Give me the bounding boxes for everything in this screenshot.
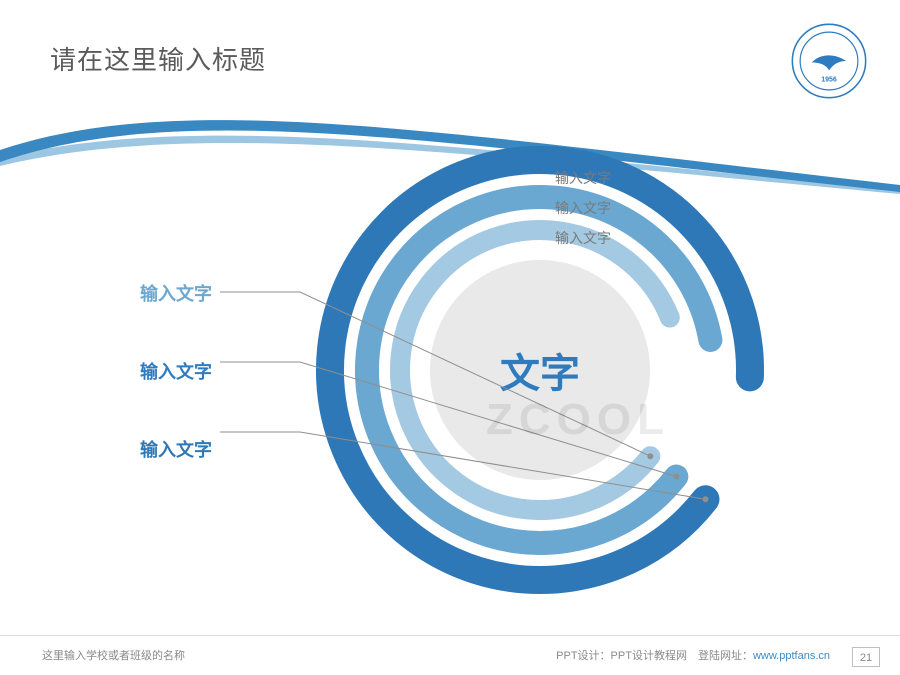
top-label-3: 输入文字 — [555, 228, 611, 248]
page-title: 请在这里输入标题 — [50, 40, 266, 77]
footer-credit: PPT设计：PPT设计教程网 登陆网址： — [556, 650, 753, 662]
institution-logo: 1956 — [790, 22, 868, 100]
top-label-1: 输入文字 — [555, 168, 611, 188]
footer: 这里输入学校或者班级的名称 PPT设计：PPT设计教程网 登陆网址：www.pp… — [0, 635, 900, 675]
footer-link[interactable]: www.pptfans.cn — [753, 650, 830, 662]
footer-right-text: PPT设计：PPT设计教程网 登陆网址：www.pptfans.cn — [556, 647, 830, 663]
svg-text:1956: 1956 — [821, 76, 837, 83]
top-label-2: 输入文字 — [555, 198, 611, 218]
footer-left-text: 这里输入学校或者班级的名称 — [42, 647, 185, 663]
page-number: 21 — [852, 647, 880, 667]
left-label-3: 输入文字 — [140, 436, 212, 462]
left-label-1: 输入文字 — [140, 280, 212, 306]
left-label-2: 输入文字 — [140, 358, 212, 384]
top-label-group: 输入文字 输入文字 输入文字 — [555, 168, 611, 258]
left-label-group: 输入文字 输入文字 输入文字 — [140, 280, 212, 514]
radial-diagram: 文字 — [300, 130, 780, 610]
slide: 请在这里输入标题 1956 文字 输入文字 输入文字 输入文字 输入文字 输入文… — [0, 0, 900, 675]
